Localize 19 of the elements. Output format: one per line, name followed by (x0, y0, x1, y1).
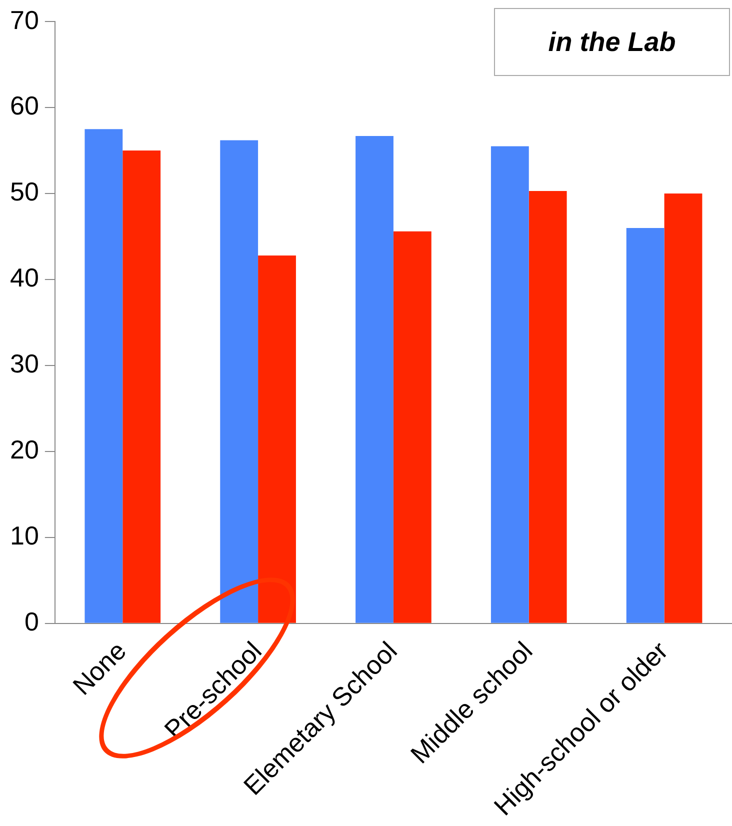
bar (626, 228, 664, 623)
y-tick-label: 0 (24, 606, 39, 637)
bar (356, 136, 394, 623)
y-tick-label: 50 (10, 176, 39, 207)
y-tick-label: 60 (10, 90, 39, 121)
bar (490, 146, 529, 623)
bar (258, 255, 296, 623)
y-tick-label: 20 (10, 434, 39, 465)
bar (220, 140, 258, 623)
y-tick-label: 40 (10, 262, 39, 293)
bar (664, 194, 702, 623)
y-tick-label: 30 (10, 348, 39, 379)
bar (393, 231, 432, 623)
y-tick-label: 70 (10, 4, 39, 35)
bar (528, 190, 567, 623)
bar (84, 129, 123, 623)
bar (122, 150, 161, 623)
annotation: in the Lab (494, 8, 730, 76)
y-tick-label: 10 (10, 520, 39, 551)
